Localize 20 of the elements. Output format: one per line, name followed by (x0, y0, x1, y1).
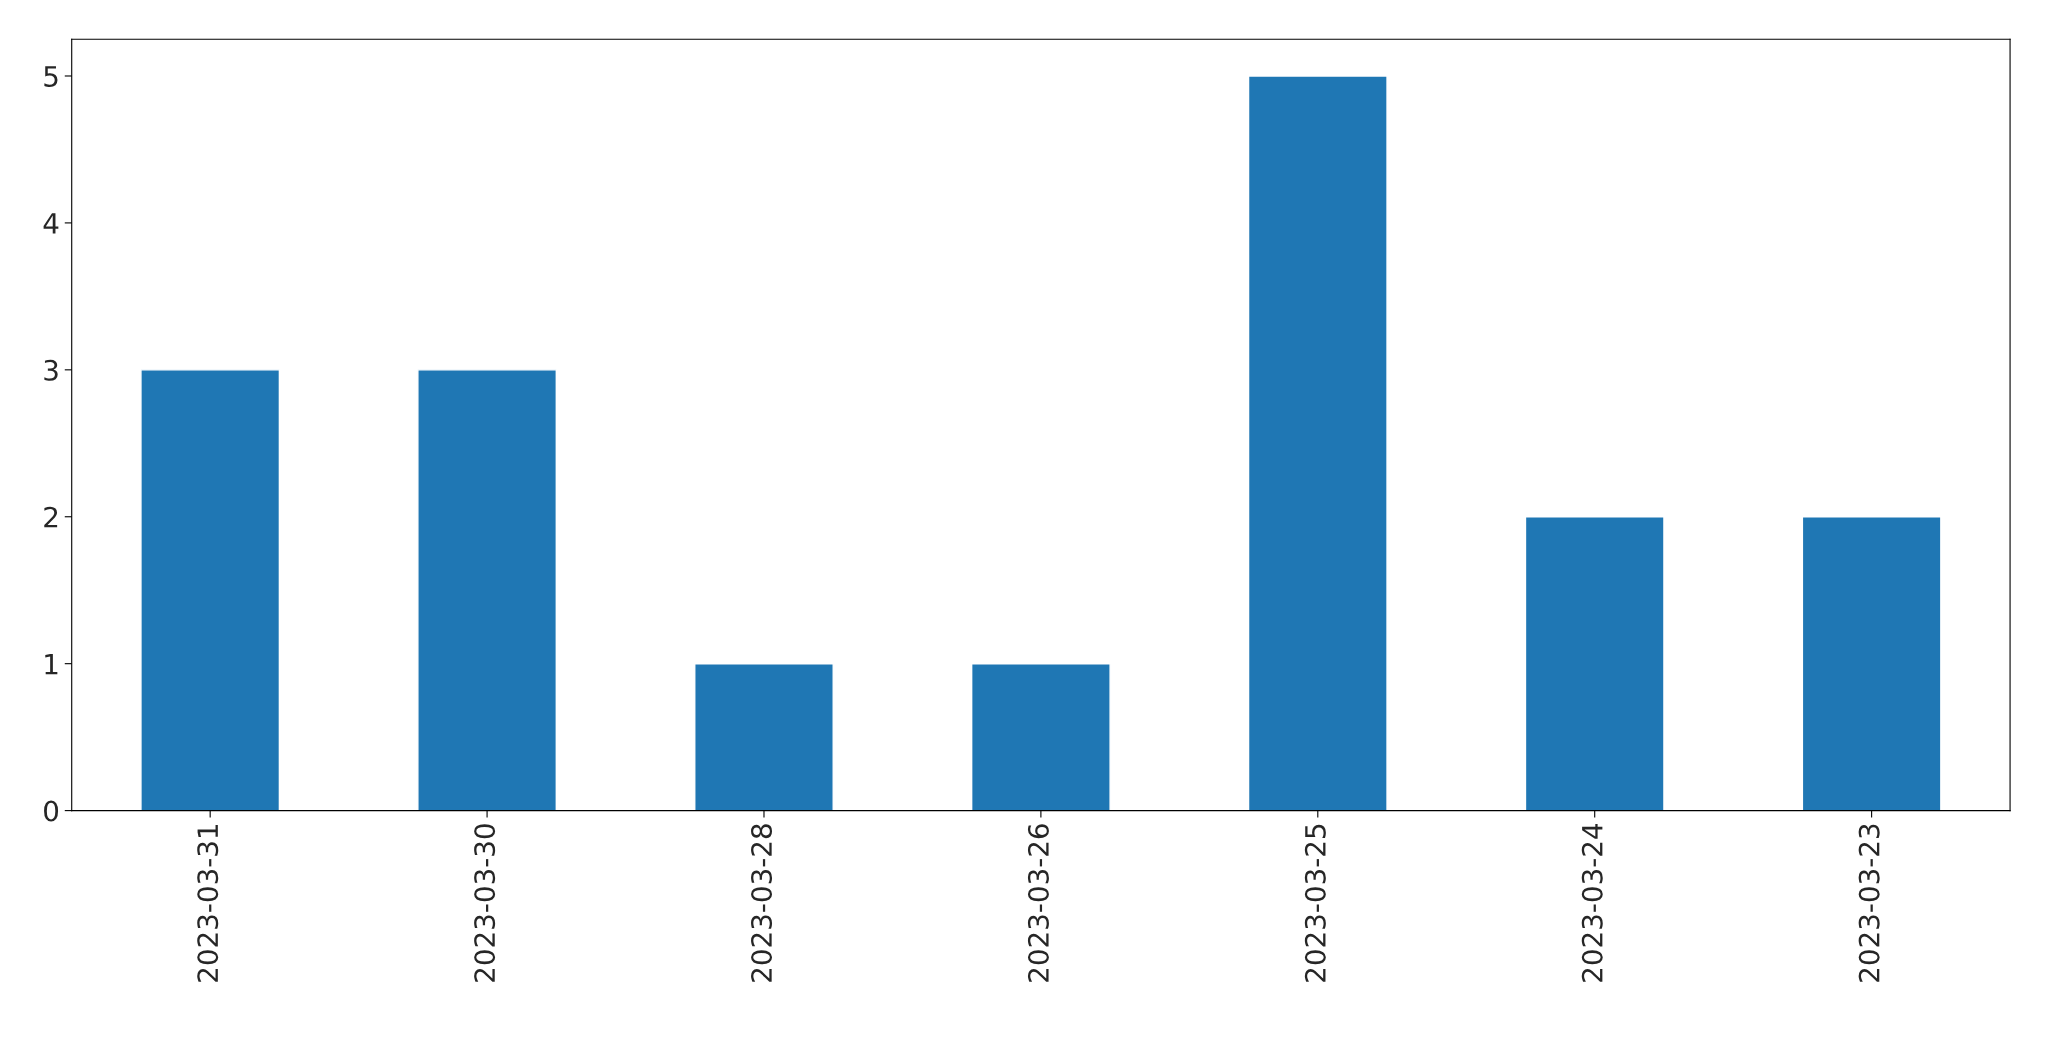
bar (1524, 516, 1665, 811)
bar (140, 369, 281, 811)
y-tick-label: 0 (44, 800, 59, 822)
y-tick-label: 5 (44, 66, 58, 87)
bar (694, 662, 834, 811)
x-tick-label: 2023-03-28 (751, 824, 773, 982)
y-tick-label: 4 (43, 213, 59, 234)
x-tick-label: 2023-03-31 (197, 824, 219, 982)
bar (417, 369, 557, 811)
x-tick-label: 2023-03-24 (1581, 823, 1603, 982)
bar (1247, 75, 1388, 811)
x-tick-label: 2023-03-26 (1027, 824, 1049, 982)
x-tick-label: 2023-03-23 (1858, 824, 1880, 982)
bar (1801, 516, 1942, 811)
x-tick-label: 2023-03-25 (1304, 824, 1326, 982)
bar (970, 662, 1111, 811)
y-tick-label: 3 (44, 359, 58, 381)
x-tick-label: 2023-03-30 (474, 824, 496, 982)
y-tick-label: 2 (44, 506, 58, 528)
y-tick-label: 1 (45, 653, 58, 675)
